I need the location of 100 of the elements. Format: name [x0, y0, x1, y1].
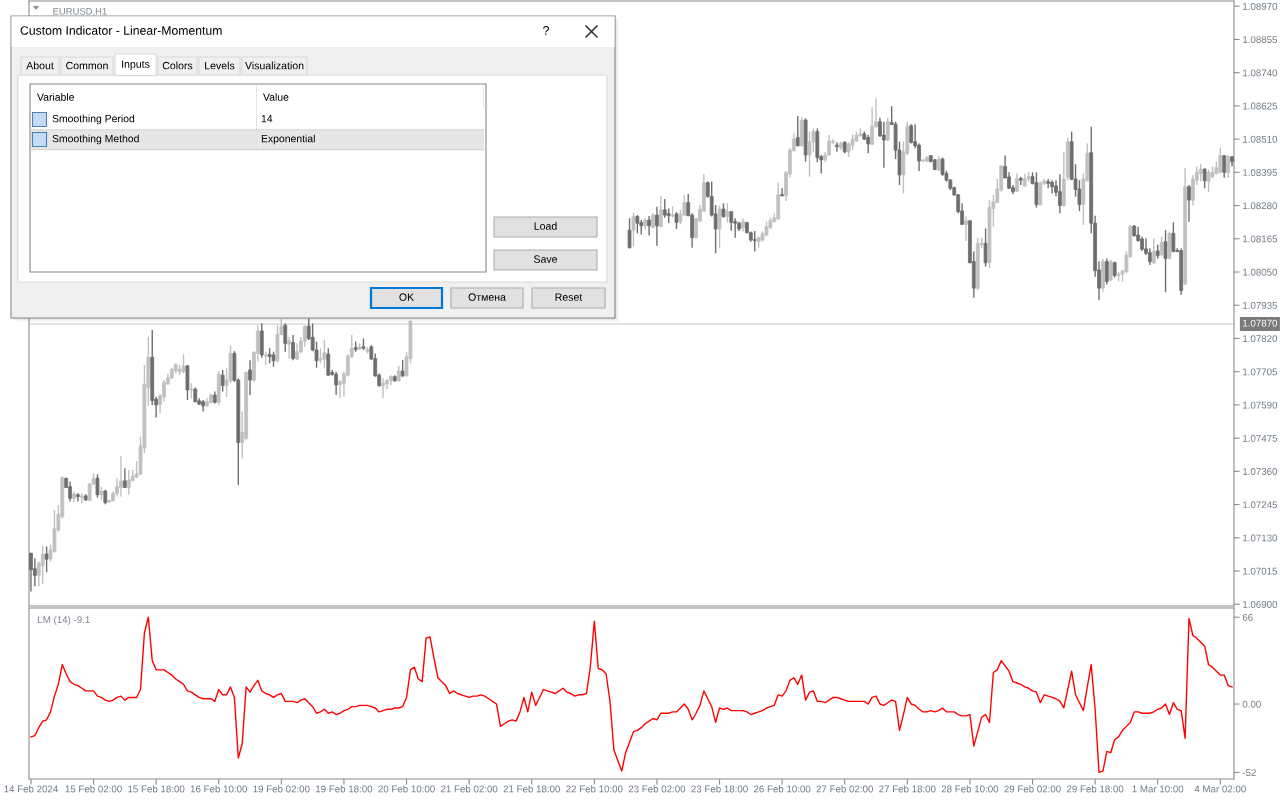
candlestick [291, 334, 295, 361]
text: EURUSD,H1 [53, 7, 107, 16]
candlestick [1046, 178, 1051, 189]
x-tick-label: 29 Feb 02:00 [1004, 785, 1061, 793]
candlestick [334, 370, 339, 396]
candlestick [655, 206, 659, 247]
candlestick [658, 195, 663, 228]
candlestick [780, 187, 785, 198]
annotation: About [26, 61, 54, 70]
candlestick [283, 322, 288, 353]
x-tick-label: 23 Feb 02:00 [628, 785, 686, 793]
x-tick-label: 15 Feb 02:00 [65, 785, 122, 793]
y-tick-label: 1.08280 [1243, 202, 1278, 210]
candlestick [44, 545, 49, 573]
annotation: Variable [37, 93, 74, 101]
candlestick [631, 212, 636, 248]
x-tick-label: 1 Mar 10:00 [1132, 785, 1184, 793]
x-tick-label: 27 Feb 02:00 [816, 785, 873, 793]
annotation: Smoothing Period [52, 114, 135, 125]
candlestick [381, 377, 385, 399]
annotation: Value [263, 93, 289, 101]
candlestick [807, 130, 812, 178]
candlestick [1034, 171, 1039, 209]
annotation: Visualization [245, 61, 304, 70]
y-tick-label: 1.08625 [1243, 102, 1278, 110]
x-tick-label: 28 Feb 10:00 [941, 785, 999, 793]
y-tick-label: 1.07360 [1243, 468, 1278, 475]
candlestick [725, 202, 730, 224]
candlestick [795, 115, 800, 148]
annotation: Common [66, 61, 108, 70]
candlestick [29, 552, 33, 593]
annotation: 14 [261, 115, 273, 123]
candlestick [662, 198, 667, 219]
y-tick-label: 1.07015 [1243, 567, 1278, 575]
candlestick [314, 340, 319, 369]
candlestick [835, 141, 839, 153]
annotation: ? [543, 26, 550, 35]
y-tick-label: 0.00 [1242, 700, 1261, 708]
y-tick-label: 1.07245 [1243, 501, 1278, 509]
candlestick [983, 227, 988, 268]
x-tick-label: 23 Feb 18:00 [691, 785, 748, 793]
candlestick [322, 339, 327, 369]
annotation: Save [533, 255, 558, 263]
ref-line-label: 1.07870 [1243, 319, 1278, 327]
text: LM (14) -9.1 [38, 615, 90, 626]
y-tick-label: 1.08740 [1243, 69, 1278, 77]
candlestick [259, 322, 264, 359]
annotation: Inputs [122, 60, 150, 70]
x-tick-label: 19 Feb 02:00 [253, 785, 310, 793]
candlestick [627, 217, 632, 250]
candlestick [717, 204, 722, 250]
x-tick-label: 20 Feb 10:00 [378, 785, 435, 793]
x-tick-label: 15 Feb 18:00 [128, 785, 185, 793]
candlestick [181, 353, 186, 375]
candlestick [1058, 173, 1062, 215]
x-tick-label: 19 Feb 18:00 [316, 785, 373, 793]
x-tick-label: 21 Feb 02:00 [440, 785, 498, 793]
x-tick-label: 22 Feb 10:00 [566, 785, 623, 793]
candlestick [185, 364, 190, 401]
candlestick [1108, 259, 1113, 282]
y-tick-label: 1.08855 [1243, 36, 1278, 44]
x-tick-label: 14 Feb 2024 [4, 785, 58, 793]
candlestick [119, 455, 123, 498]
candlestick [40, 545, 45, 585]
y-tick-label: 1.06900 [1243, 601, 1278, 608]
candlestick [1104, 257, 1109, 286]
annotation: OK [399, 293, 415, 301]
text: Custom Indicator - Linear-Momentum [20, 25, 222, 35]
x-tick-label: 4 Mar 02:00 [1194, 785, 1246, 793]
annotation: Levels [205, 61, 235, 70]
candlestick [1206, 169, 1211, 193]
x-tick-label: 26 Feb 10:00 [753, 785, 811, 793]
annotation: Отмена [468, 293, 506, 301]
y-tick-label: 1.07475 [1243, 434, 1278, 442]
y-tick-label: 1.07705 [1243, 368, 1278, 376]
candlestick [866, 134, 871, 154]
y-tick-label: 1.08970 [1243, 2, 1278, 10]
y-tick-label: 1.07935 [1243, 301, 1278, 309]
y-tick-label: 66 [1242, 613, 1253, 621]
candlestick [776, 181, 781, 221]
y-tick-label: 1.08165 [1243, 235, 1278, 243]
y-tick-label: 1.07820 [1243, 335, 1278, 343]
y-tick-label: 1.08510 [1243, 135, 1278, 143]
y-tick-label: 1.07590 [1243, 401, 1278, 409]
candlestick [76, 492, 80, 503]
candlestick [68, 480, 72, 503]
annotation: Colors [162, 61, 193, 70]
x-tick-label: 29 Feb 18:00 [1066, 785, 1124, 793]
y-tick-label: -52 [1242, 769, 1256, 777]
candlestick [647, 215, 651, 237]
candlestick [1218, 147, 1223, 175]
candlestick [1187, 184, 1191, 223]
annotation: Smoothing Method [52, 134, 139, 145]
x-tick-label: 27 Feb 18:00 [879, 785, 936, 793]
candlestick [964, 215, 968, 242]
annotation: Reset [555, 293, 583, 301]
y-tick-label: 1.07130 [1243, 534, 1278, 542]
annotation: Load [534, 222, 557, 230]
candlestick [95, 473, 100, 499]
candlestick [79, 492, 84, 504]
